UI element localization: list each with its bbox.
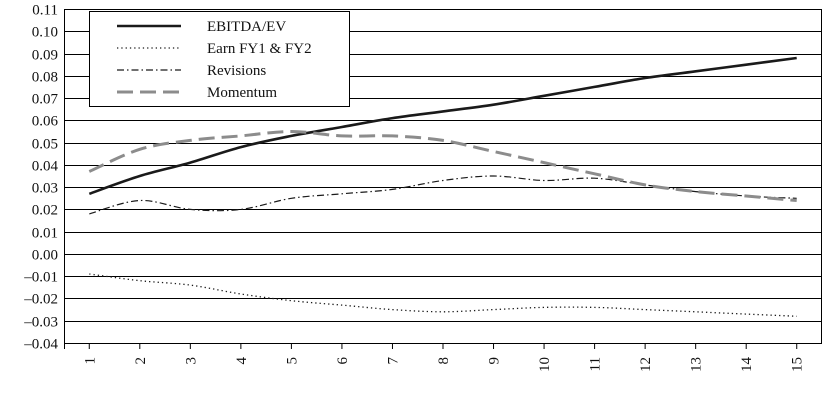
y-tick-label: 0.08 [32, 70, 58, 86]
series-line-earn-fy1-fy2 [89, 273, 797, 317]
x-tick-label: 7 [385, 357, 401, 365]
axes: –0.04 –0.03 –0.02 –0.01 0.00 0.01 0.02 0.03 0.04… [23, 3, 822, 373]
y-tick-label: –0.02 [23, 292, 58, 308]
series-line-ebitda-ev [88, 56, 797, 196]
y-tick-label: 0.10 [32, 25, 58, 41]
x-tick-label: 10 [537, 357, 553, 372]
series-lines [88, 56, 797, 317]
x-tick-label: 11 [588, 357, 604, 371]
legend-label: Momentum [207, 85, 277, 101]
legend-label: Revisions [207, 63, 266, 79]
y-tick-label: 0.11 [32, 3, 58, 19]
y-tick-label: –0.04 [23, 337, 58, 353]
y-tick-label: –0.03 [23, 315, 58, 331]
x-tick-label: 4 [234, 357, 250, 365]
y-tick-label: –0.01 [23, 270, 58, 286]
x-tick-label: 1 [82, 357, 98, 365]
x-tick-label: 12 [638, 357, 654, 372]
x-tick-label: 6 [335, 357, 351, 365]
y-tick-label: 0.09 [32, 48, 58, 64]
x-tick-label: 14 [739, 357, 755, 373]
y-tick-label: 0.06 [32, 114, 59, 130]
y-tick-label: 0.05 [32, 137, 58, 153]
y-tick-label: 0.02 [32, 203, 58, 219]
x-tick-label: 9 [487, 357, 503, 365]
y-tick-label: 0.04 [32, 159, 59, 175]
x-tick-label: 3 [183, 357, 199, 365]
y-tick-label: 0.03 [32, 181, 58, 197]
y-tick-label: 0.00 [32, 248, 58, 264]
x-tick-label: 15 [790, 357, 806, 372]
series-line-revisions [89, 175, 797, 215]
x-tick-label: 5 [284, 357, 300, 365]
legend-label: Earn FY1 & FY2 [207, 41, 312, 57]
x-tick-label: 2 [133, 357, 149, 365]
legend-label: EBITDA/EV [207, 19, 286, 35]
series-line-momentum [88, 130, 797, 202]
x-tick-label: 8 [436, 357, 452, 365]
x-tick-label: 13 [689, 357, 705, 372]
y-tick-label: 0.01 [32, 226, 58, 242]
y-tick-label: 0.07 [32, 92, 59, 108]
legend: EBITDA/EV Earn FY1 & FY2 Revisions Momentum [89, 11, 350, 107]
